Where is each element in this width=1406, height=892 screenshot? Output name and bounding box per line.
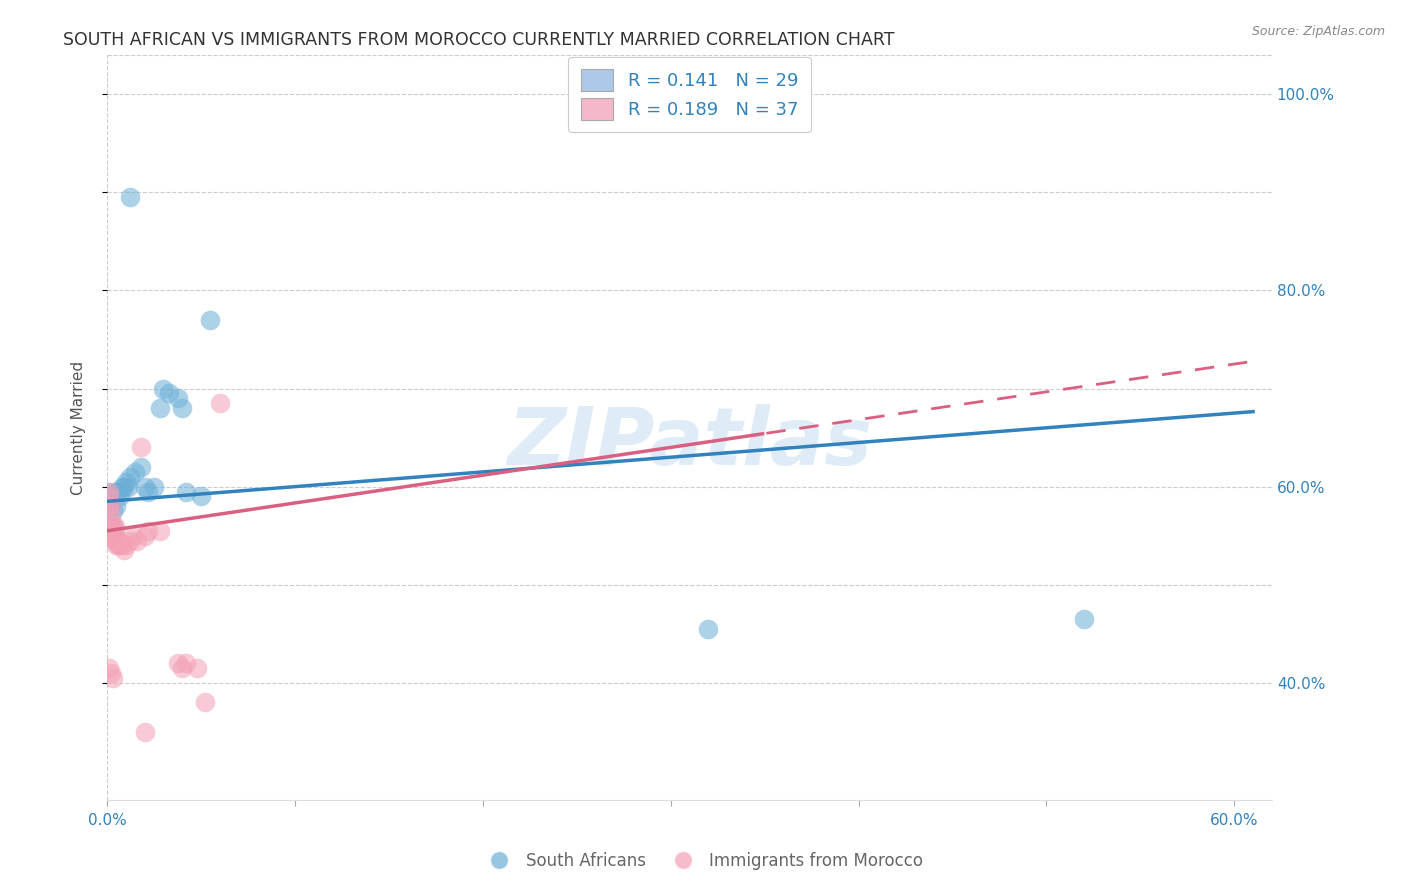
Point [97, 500, 120, 514]
Point [174, 656, 197, 670]
Point [129, 441, 152, 455]
Point [100, 509, 122, 524]
Point [194, 695, 217, 709]
Point [112, 480, 135, 494]
Point [152, 382, 174, 396]
Point [186, 661, 208, 675]
Point [101, 671, 124, 685]
Point [103, 519, 125, 533]
Point [174, 484, 197, 499]
Point [97, 490, 120, 504]
Point [134, 529, 156, 543]
Point [697, 622, 720, 636]
Point [105, 533, 128, 548]
Point [101, 529, 124, 543]
Point [100, 500, 122, 514]
Point [107, 533, 129, 548]
Point [103, 524, 125, 538]
Y-axis label: Currently Married: Currently Married [72, 360, 86, 495]
Point [117, 480, 139, 494]
Point [127, 533, 149, 548]
Point [1073, 612, 1095, 626]
Text: SOUTH AFRICAN VS IMMIGRANTS FROM MOROCCO CURRENTLY MARRIED CORRELATION CHART: SOUTH AFRICAN VS IMMIGRANTS FROM MOROCCO… [63, 31, 894, 49]
Point [138, 524, 160, 538]
Point [105, 500, 128, 514]
Point [100, 519, 122, 533]
Point [97, 661, 120, 675]
Point [105, 484, 128, 499]
Point [200, 313, 222, 327]
Point [129, 460, 152, 475]
Point [100, 500, 122, 514]
Point [208, 396, 231, 410]
Point [103, 529, 125, 543]
Point [149, 401, 172, 416]
Legend: South Africans, Immigrants from Morocco: South Africans, Immigrants from Morocco [477, 846, 929, 877]
Point [167, 656, 190, 670]
Point [118, 533, 141, 548]
Point [100, 665, 122, 680]
Point [115, 475, 138, 489]
Point [112, 543, 135, 558]
Point [111, 480, 134, 494]
Point [167, 392, 190, 406]
Point [111, 539, 134, 553]
Point [149, 524, 172, 538]
Point [110, 539, 132, 553]
Point [172, 661, 194, 675]
Text: ZIPatlas: ZIPatlas [508, 404, 872, 482]
Point [110, 490, 132, 504]
Point [134, 724, 156, 739]
Point [107, 539, 129, 553]
Point [101, 519, 124, 533]
Legend: R = 0.141   N = 29, R = 0.189   N = 37: R = 0.141 N = 29, R = 0.189 N = 37 [568, 57, 811, 132]
Point [101, 504, 124, 518]
Point [124, 465, 146, 479]
Point [103, 533, 125, 548]
Point [105, 539, 128, 553]
Point [118, 470, 141, 484]
Point [118, 190, 141, 204]
Point [172, 401, 194, 416]
Point [107, 484, 129, 499]
Text: Source: ZipAtlas.com: Source: ZipAtlas.com [1251, 25, 1385, 38]
Point [97, 484, 120, 499]
Point [97, 484, 120, 499]
Point [138, 484, 160, 499]
Point [134, 480, 156, 494]
Point [101, 519, 124, 533]
Point [122, 529, 145, 543]
Point [190, 490, 212, 504]
Point [143, 480, 166, 494]
Point [115, 539, 138, 553]
Point [101, 524, 124, 538]
Point [157, 386, 180, 401]
